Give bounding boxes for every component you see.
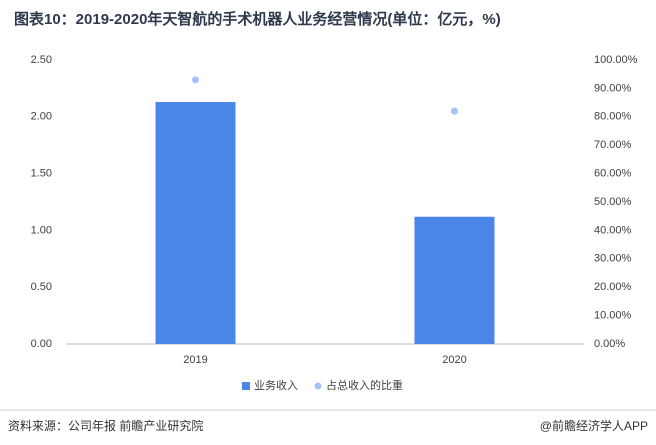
y-tick-label: 0.50 <box>31 281 52 293</box>
y2-tick-label: 60.00% <box>594 168 632 180</box>
y-tick-label: 1.00 <box>31 224 52 236</box>
legend-swatch <box>242 382 250 390</box>
legend-swatch <box>314 382 322 390</box>
chart-title: 图表10：2019-2020年天智航的手术机器人业务经营情况(单位：亿元，%) <box>14 10 501 28</box>
y-tick-label: 2.00 <box>31 111 52 123</box>
point <box>192 76 199 84</box>
bar <box>155 102 236 344</box>
y-tick-label: 0.00 <box>31 338 52 350</box>
y2-tick-label: 70.00% <box>594 139 632 151</box>
x-tick-label: 2020 <box>442 354 466 366</box>
x-tick-label: 2019 <box>183 354 207 366</box>
y2-tick-label: 10.00% <box>594 310 632 322</box>
y2-tick-label: 90.00% <box>594 82 632 94</box>
legend-label: 占总收入的比重 <box>326 378 403 392</box>
y-tick-label: 1.50 <box>31 168 52 180</box>
y2-tick-label: 20.00% <box>594 281 632 293</box>
legend-label: 业务收入 <box>254 378 298 392</box>
y2-tick-label: 0.00% <box>594 338 625 350</box>
y2-tick-label: 50.00% <box>594 196 632 208</box>
y-tick-label: 2.50 <box>31 54 52 66</box>
y2-tick-label: 80.00% <box>594 111 632 123</box>
y2-tick-label: 100.00% <box>594 54 638 66</box>
point <box>451 107 458 115</box>
y2-tick-label: 30.00% <box>594 253 632 265</box>
credit: @前瞻经济学人APP <box>540 418 648 433</box>
y2-tick-label: 40.00% <box>594 224 632 236</box>
source: 资料来源：公司年报 前瞻产业研究院 <box>8 418 203 433</box>
bar <box>414 216 495 344</box>
